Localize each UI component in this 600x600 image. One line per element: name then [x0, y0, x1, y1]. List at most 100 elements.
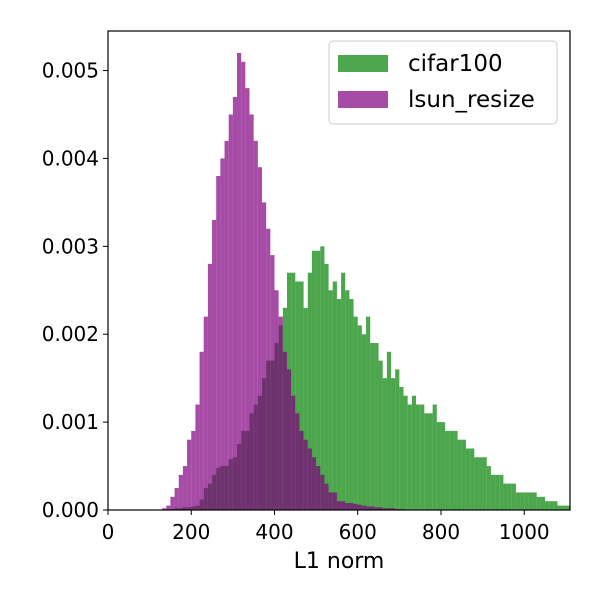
histogram-bar: [336, 299, 342, 510]
histogram-bar: [245, 88, 250, 510]
histogram-bar: [528, 492, 533, 510]
histogram-bar: [307, 448, 312, 510]
histogram-bar: [545, 501, 550, 510]
histogram-bar: [411, 395, 416, 510]
y-tick-label: 0.003: [42, 234, 99, 258]
histogram-bar: [486, 466, 491, 510]
histogram-bar: [532, 492, 537, 510]
histogram-bar: [432, 404, 437, 510]
histogram-bar: [257, 167, 262, 510]
histogram-bar: [270, 255, 275, 510]
histogram-bar: [224, 140, 229, 511]
histogram-bar: [520, 492, 525, 510]
histogram-bar: [474, 457, 479, 510]
histogram-bar: [449, 430, 454, 510]
histogram-bar: [515, 492, 521, 510]
x-tick-label: 0: [102, 520, 115, 544]
histogram-bar: [361, 334, 367, 510]
histogram-bar: [282, 351, 287, 510]
histogram-bar: [353, 503, 358, 510]
histogram-bar: [353, 316, 358, 510]
histogram-bar: [349, 299, 354, 510]
histogram-bar: [370, 506, 375, 510]
histogram-bar: [249, 114, 254, 510]
histogram-bar: [499, 474, 504, 510]
histogram-bar: [557, 505, 562, 510]
histogram-bar: [266, 228, 271, 510]
legend: cifar100 lsun_resize: [328, 40, 558, 125]
x-tick-label: 1000: [499, 520, 550, 544]
histogram-bar: [511, 483, 516, 510]
histogram-bar: [278, 316, 283, 510]
histogram-bar: [374, 507, 379, 510]
histogram-bar: [345, 502, 350, 510]
histogram-bar: [416, 404, 421, 510]
bars-layer: [162, 52, 570, 511]
histogram-bar: [262, 202, 267, 510]
histogram-bar: [361, 505, 367, 510]
histogram-bar: [382, 378, 387, 510]
x-tick-label: 600: [339, 520, 377, 544]
histogram-bar: [207, 263, 213, 510]
histogram-bar: [311, 457, 317, 510]
histogram-bar: [191, 430, 196, 510]
histogram-bar: [507, 483, 512, 510]
histogram-bar: [495, 474, 500, 510]
histogram-bar: [399, 386, 404, 510]
histogram-bar: [241, 61, 246, 510]
histogram-bar: [366, 506, 371, 510]
histogram-bar: [465, 448, 471, 510]
histogram-bar: [366, 316, 371, 510]
x-tick-label: 800: [422, 520, 460, 544]
histogram-bar: [549, 501, 554, 510]
histogram-bar: [162, 508, 167, 510]
series-lsun-resize: [162, 52, 404, 511]
histogram-bar: [174, 488, 179, 510]
histogram-bar: [291, 395, 296, 510]
histogram-bar: [299, 430, 304, 510]
histogram-bar: [561, 505, 566, 510]
histogram-bar: [307, 272, 312, 510]
histogram-bar: [178, 474, 183, 510]
x-axis-label: L1 norm: [294, 549, 385, 574]
histogram-bar: [391, 508, 396, 510]
histogram-bar: [311, 250, 317, 510]
histogram-bar: [536, 496, 541, 510]
y-tick-label: 0.004: [42, 146, 99, 170]
histogram-bar: [303, 439, 308, 510]
histogram-bar: [357, 325, 362, 510]
histogram-bar: [295, 281, 300, 510]
histogram-bar: [382, 508, 387, 510]
histogram-bar: [540, 496, 546, 510]
histogram-bar: [320, 246, 325, 511]
histogram-bar: [295, 413, 300, 510]
histogram-bar: [503, 483, 508, 510]
histogram-bar: [303, 307, 308, 510]
histogram-bar: [220, 158, 225, 510]
histogram-bar: [328, 290, 333, 510]
histogram-bar: [374, 343, 379, 510]
histogram-bar: [490, 474, 496, 510]
histogram-bar: [187, 439, 192, 510]
histogram-bar: [436, 422, 441, 510]
histogram-bar: [386, 351, 392, 510]
histogram-bar: [341, 501, 346, 510]
histogram-bar: [565, 505, 570, 510]
histogram-bar: [199, 351, 204, 510]
histogram-bar: [470, 448, 475, 510]
histogram-bar: [553, 501, 558, 510]
y-axis: 0.000 0.001 0.002 0.003 0.004 0.005: [42, 59, 108, 522]
histogram-bar: [216, 176, 221, 510]
histogram-bar: [428, 413, 433, 510]
histogram-bar: [316, 250, 321, 510]
x-tick-label: 200: [172, 520, 210, 544]
histogram-bar: [461, 439, 466, 510]
histogram-bar: [195, 404, 200, 510]
histogram-bar: [212, 219, 217, 510]
histogram-bar: [357, 504, 362, 510]
legend-label-lsun-resize: lsun_resize: [408, 87, 535, 113]
plot-frame: [107, 30, 571, 511]
histogram-bar: [170, 496, 175, 510]
